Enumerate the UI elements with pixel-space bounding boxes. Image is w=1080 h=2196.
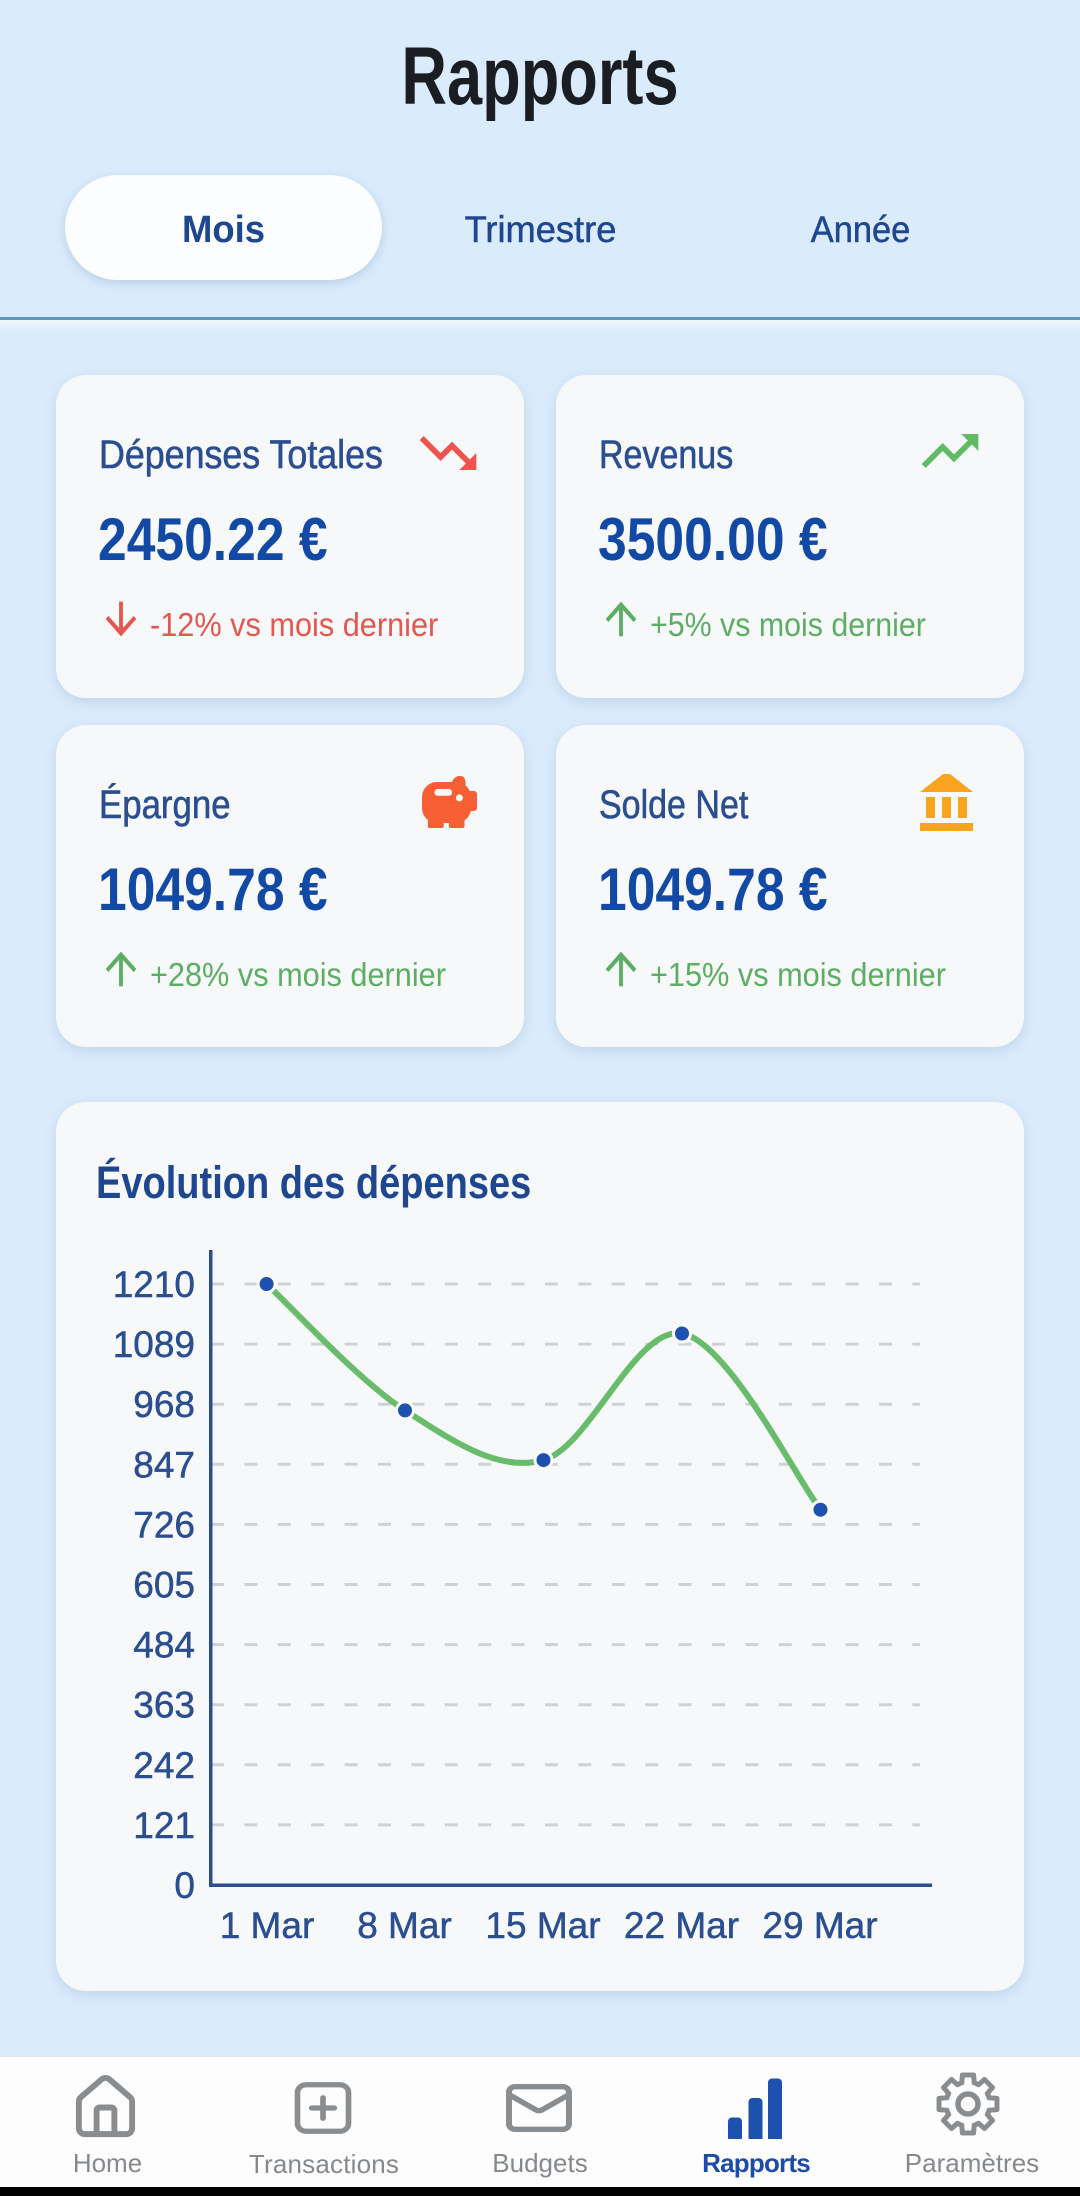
svg-text:1 Mar: 1 Mar [220,1905,315,1946]
svg-text:22 Mar: 22 Mar [624,1905,739,1946]
svg-text:484: 484 [133,1625,195,1666]
svg-text:363: 363 [133,1685,195,1726]
svg-text:8 Mar: 8 Mar [357,1905,452,1946]
svg-text:968: 968 [133,1384,195,1425]
svg-text:1210: 1210 [113,1264,195,1305]
svg-text:0: 0 [174,1865,195,1906]
svg-text:726: 726 [133,1504,195,1545]
svg-text:605: 605 [133,1565,195,1606]
svg-text:121: 121 [133,1805,195,1846]
svg-text:1089: 1089 [113,1324,195,1365]
svg-text:847: 847 [133,1444,195,1485]
svg-text:29 Mar: 29 Mar [762,1905,877,1946]
svg-text:15 Mar: 15 Mar [485,1905,600,1946]
svg-text:242: 242 [133,1745,195,1786]
